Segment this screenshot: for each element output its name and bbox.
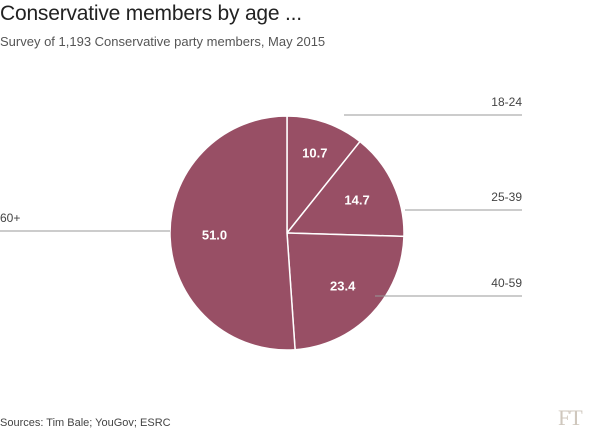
- pie-slice-60+: [169, 115, 296, 351]
- slice-category-label: 40-59: [491, 276, 522, 290]
- slice-category-label: 18-24: [491, 95, 522, 109]
- slice-value-label: 23.4: [330, 278, 356, 293]
- slice-value-label: 51.0: [202, 228, 227, 243]
- source-note: Sources: Tim Bale; YouGov; ESRC: [0, 417, 171, 429]
- pie-slice-25-39: [286, 140, 405, 238]
- slice-category-label: 60+: [0, 211, 20, 225]
- slice-category-label: 25-39: [491, 190, 522, 204]
- slice-value-label: 14.7: [344, 193, 369, 208]
- slice-value-label: 10.7: [302, 145, 327, 160]
- pie-slice-18-24: [286, 115, 361, 234]
- chart-title: Conservative members by age ...: [0, 2, 302, 25]
- chart-subtitle: Survey of 1,193 Conservative party membe…: [0, 34, 326, 49]
- ft-logo: FT: [558, 405, 583, 430]
- pie-slice-40-59: [286, 232, 405, 351]
